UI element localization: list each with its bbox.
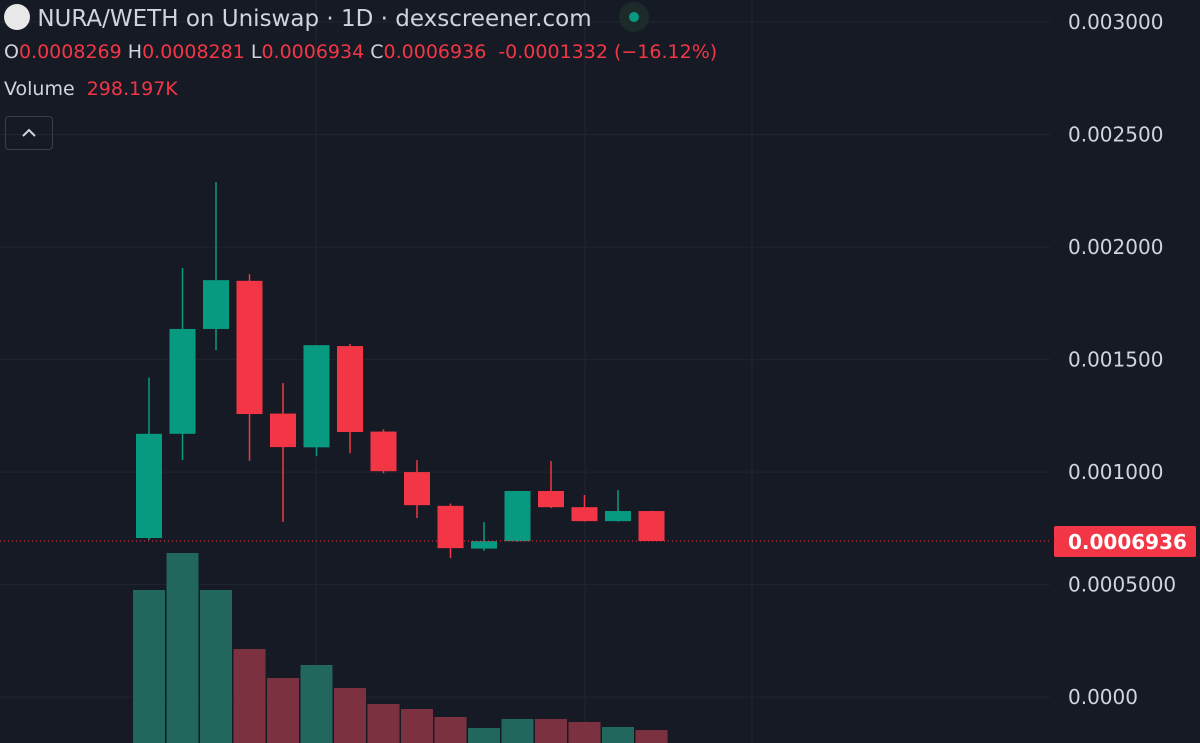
chart-title: NURA/WETH on Uniswap · 1D · dexscreener.… bbox=[37, 6, 592, 32]
ohlc-label: L bbox=[250, 41, 262, 63]
candle-body bbox=[605, 511, 631, 522]
candle-body bbox=[169, 328, 196, 434]
candle-body bbox=[337, 346, 363, 433]
price-label-bg bbox=[1054, 526, 1196, 558]
collapse-icon bbox=[22, 128, 36, 137]
volume-bar bbox=[501, 719, 534, 743]
volume-bar bbox=[367, 704, 400, 743]
y-tick-label: 0.001000 bbox=[1068, 460, 1163, 484]
volume-bar bbox=[602, 727, 634, 743]
candle-body bbox=[303, 345, 330, 448]
ohlc-label: O bbox=[4, 41, 19, 63]
volume-bar bbox=[133, 590, 165, 743]
y-tick-label: 0.0005000 bbox=[1068, 573, 1176, 597]
candle-body bbox=[370, 431, 397, 472]
volume-bar bbox=[233, 649, 266, 743]
volume-bar bbox=[468, 728, 500, 743]
ohlc-value: 0.0006934 bbox=[261, 41, 365, 63]
candle-body bbox=[136, 433, 162, 539]
volume-bar bbox=[535, 719, 567, 743]
ohlc-label: C bbox=[370, 41, 384, 63]
candle-body bbox=[270, 413, 296, 448]
change: -0.0001332 (−16.12%) bbox=[498, 41, 718, 63]
price-label: 0.0006936 bbox=[1068, 530, 1187, 554]
ohlc-value: 0.0008281 bbox=[142, 41, 245, 63]
candle-body bbox=[437, 505, 464, 549]
y-tick-label: 0.0000 bbox=[1068, 685, 1138, 709]
y-tick-label: 0.001500 bbox=[1068, 348, 1163, 372]
ohlc-value: 0.0006936 bbox=[383, 41, 487, 63]
volume-bar bbox=[267, 678, 299, 743]
candle-body bbox=[538, 490, 564, 508]
status-indicator bbox=[618, 2, 649, 32]
token-logo bbox=[4, 4, 30, 30]
volume-value: 298.197K bbox=[86, 78, 178, 100]
volume-bar bbox=[300, 665, 333, 743]
volume-bar bbox=[401, 709, 433, 743]
ohlc-value: 0.0008269 bbox=[18, 41, 122, 63]
title-row: NURA/WETH on Uniswap · 1D · dexscreener.… bbox=[4, 2, 649, 32]
volume-bar bbox=[635, 730, 668, 743]
ohlc-label: H bbox=[127, 41, 143, 63]
candle-body bbox=[404, 472, 430, 506]
candle-body bbox=[471, 541, 497, 549]
candle-body bbox=[504, 490, 531, 542]
y-tick-label: 0.003000 bbox=[1068, 10, 1163, 34]
volume-bar bbox=[334, 688, 366, 743]
volume-bar bbox=[568, 722, 601, 743]
candle-body bbox=[638, 511, 665, 542]
candle-body bbox=[571, 507, 598, 522]
volume-bar bbox=[166, 553, 199, 743]
volume-bar bbox=[434, 717, 467, 743]
candle-body bbox=[236, 280, 263, 415]
y-tick-label: 0.002500 bbox=[1068, 123, 1163, 147]
volume-label: Volume bbox=[4, 78, 75, 100]
ohlc-row: O0.0008269 H0.0008281 L0.0006934 C0.0006… bbox=[4, 41, 717, 63]
y-tick-label: 0.002000 bbox=[1068, 235, 1163, 259]
volume-bar bbox=[200, 590, 232, 743]
collapse-button[interactable] bbox=[5, 116, 53, 150]
candle-body bbox=[203, 280, 229, 329]
volume-row: Volume 298.197K bbox=[4, 78, 178, 100]
